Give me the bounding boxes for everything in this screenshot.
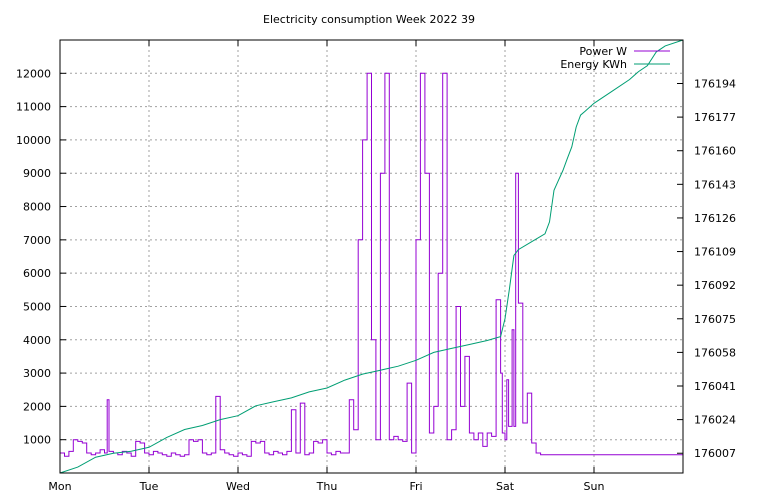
x-tick-label: Wed — [226, 480, 250, 493]
legend-label-power: Power W — [579, 45, 627, 58]
y-right-tick-label: 176160 — [694, 145, 736, 158]
y-left-tick-label: 5000 — [23, 300, 51, 313]
y-left-tick-label: 2000 — [23, 400, 51, 413]
chart-title: Electricity consumption Week 2022 39 — [263, 13, 475, 26]
series-layer — [59, 39, 684, 474]
y-left-tick-label: 3000 — [23, 367, 51, 380]
y-right-tick-label: 176109 — [694, 246, 736, 259]
x-tick-label: Tue — [139, 480, 159, 493]
y-right-tick-label: 176058 — [694, 346, 736, 359]
y-left-tick-label: 12000 — [16, 67, 51, 80]
y-right-tick-label: 176041 — [694, 380, 736, 393]
series-power-line — [60, 72, 683, 457]
y-right-tick-label: 176092 — [694, 279, 736, 292]
plot-frame — [59, 39, 684, 474]
legend-label-energy: Energy KWh — [560, 58, 627, 71]
y-left-tick-label: 11000 — [16, 101, 51, 114]
y-right-tick-label: 176143 — [694, 178, 736, 191]
y-right-tick-label: 176007 — [694, 447, 736, 460]
x-tick-label: Thu — [316, 480, 338, 493]
x-tick-label: Sun — [584, 480, 605, 493]
series-energy-line — [59, 39, 684, 474]
legend: Power W Energy KWh — [560, 45, 670, 71]
y-left-tick-label: 1000 — [23, 434, 51, 447]
y-left-tick-label: 8000 — [23, 201, 51, 214]
y-right-tick-label: 176194 — [694, 77, 736, 90]
x-tick-label: Sat — [496, 480, 515, 493]
axes: Mon Tue Wed Thu Fri Sat Sun 1000 2000 3000 4000 500… — [16, 40, 736, 493]
x-tick-label: Fri — [409, 480, 422, 493]
y-right-tick-label: 176024 — [694, 414, 736, 427]
y-left-tick-label: 4000 — [23, 334, 51, 347]
y-right-tick-label: 176177 — [694, 111, 736, 124]
y-right-tick-label: 176126 — [694, 212, 736, 225]
y-right-tick-label: 176075 — [694, 313, 736, 326]
x-tick-label: Mon — [48, 480, 71, 493]
y-left-tick-label: 7000 — [23, 234, 51, 247]
y-left-tick-label: 6000 — [23, 267, 51, 280]
y-left-tick-label: 9000 — [23, 167, 51, 180]
y-left-tick-label: 10000 — [16, 134, 51, 147]
